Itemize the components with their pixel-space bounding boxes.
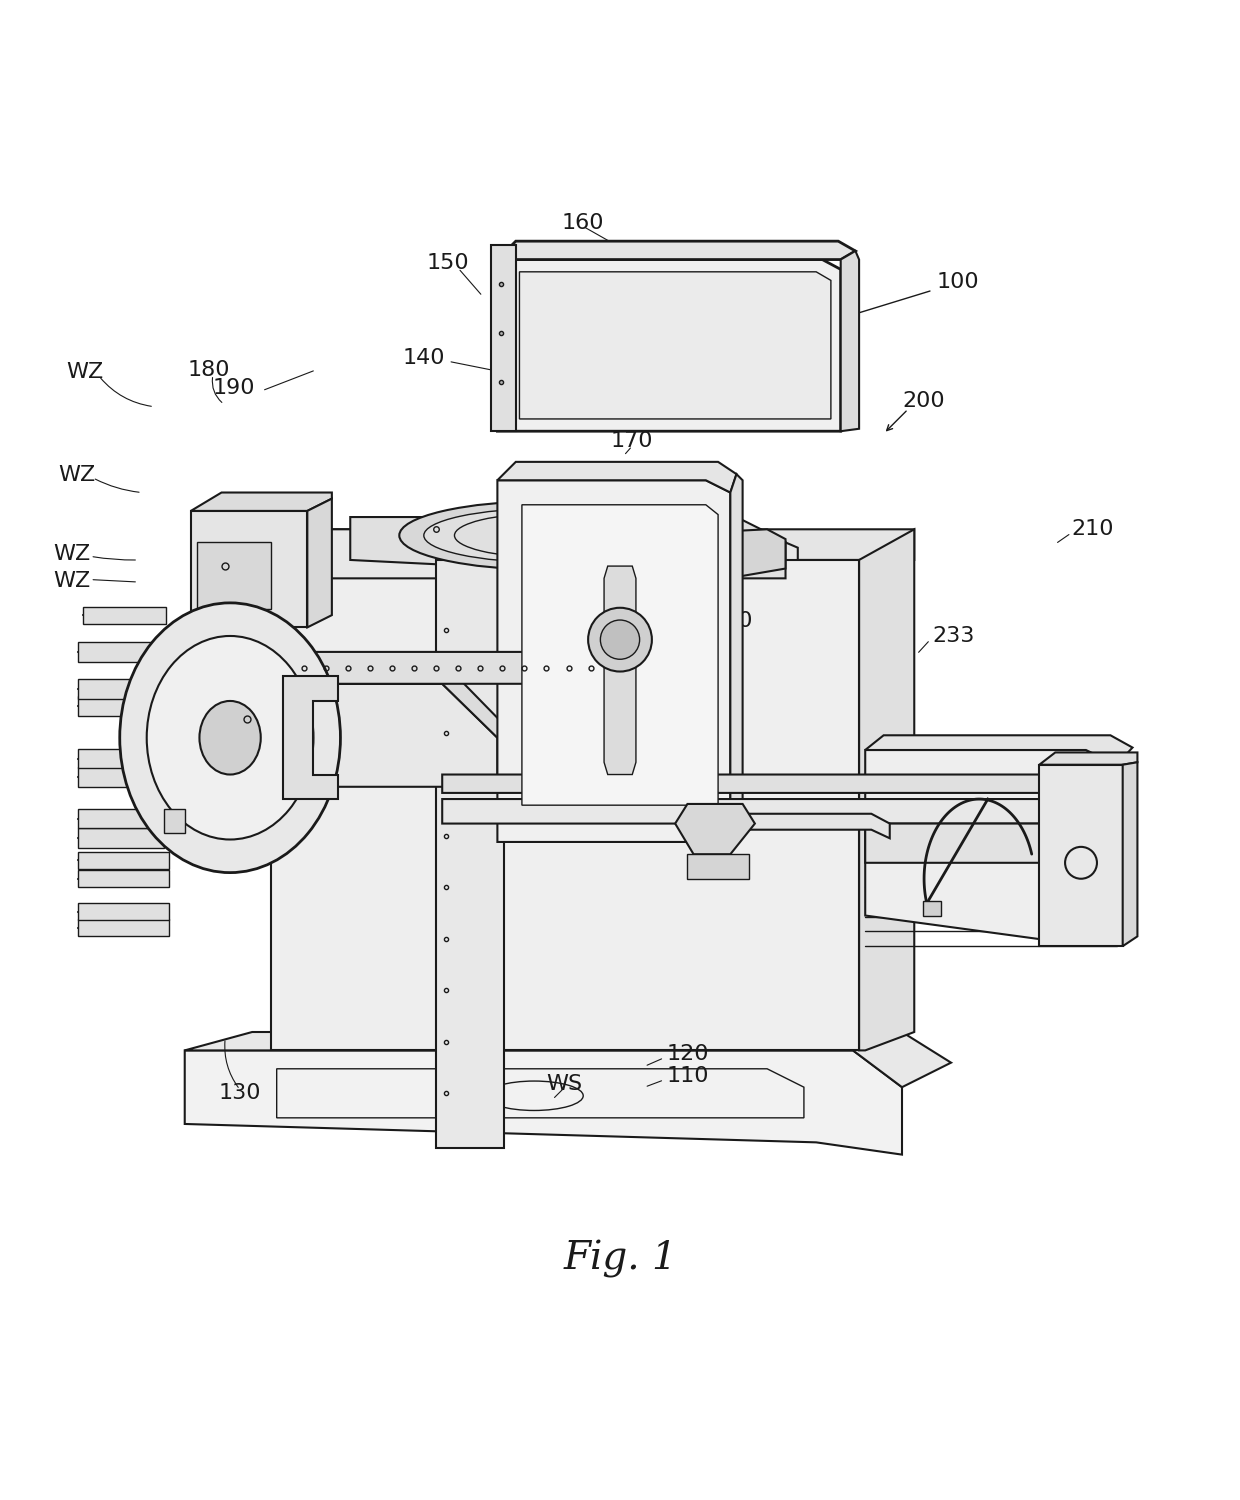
Bar	[78, 903, 169, 921]
Polygon shape	[497, 480, 730, 842]
Text: 110: 110	[667, 1066, 709, 1086]
Ellipse shape	[588, 608, 652, 672]
Bar	[78, 642, 164, 662]
Bar	[83, 606, 166, 624]
Polygon shape	[520, 272, 831, 419]
Polygon shape	[283, 684, 497, 788]
Polygon shape	[693, 530, 785, 576]
Polygon shape	[191, 492, 332, 512]
Bar	[78, 766, 164, 788]
Polygon shape	[491, 244, 516, 430]
Text: Fig. 1: Fig. 1	[563, 1240, 677, 1278]
Polygon shape	[164, 808, 185, 834]
Polygon shape	[841, 251, 859, 430]
Text: 120: 120	[667, 1044, 709, 1064]
Polygon shape	[283, 676, 339, 800]
Polygon shape	[301, 530, 797, 579]
Ellipse shape	[399, 501, 693, 570]
Polygon shape	[197, 621, 246, 652]
Polygon shape	[536, 538, 558, 572]
Text: 160: 160	[562, 213, 604, 232]
Text: 230: 230	[711, 612, 753, 632]
Text: WZ: WZ	[53, 544, 91, 564]
Text: 100: 100	[936, 272, 978, 291]
Text: 210: 210	[1071, 519, 1114, 540]
Polygon shape	[859, 530, 914, 1050]
Polygon shape	[497, 260, 841, 430]
Polygon shape	[270, 530, 914, 560]
Polygon shape	[497, 462, 737, 492]
Ellipse shape	[146, 636, 314, 840]
Text: 150: 150	[427, 254, 470, 273]
Polygon shape	[436, 560, 503, 1149]
Polygon shape	[743, 815, 890, 839]
Polygon shape	[436, 544, 516, 560]
Text: 170: 170	[611, 430, 653, 451]
Bar	[78, 870, 169, 888]
Polygon shape	[270, 560, 859, 1050]
Polygon shape	[866, 750, 1116, 944]
Bar	[78, 828, 164, 848]
Text: 190: 190	[212, 378, 255, 399]
Polygon shape	[866, 824, 1084, 873]
Polygon shape	[443, 774, 1086, 807]
Polygon shape	[604, 566, 636, 774]
Text: WZ: WZ	[58, 465, 95, 486]
Bar	[78, 680, 164, 699]
Ellipse shape	[120, 603, 341, 873]
Bar	[923, 902, 941, 915]
Polygon shape	[308, 498, 332, 627]
Polygon shape	[675, 804, 755, 853]
Text: 220: 220	[657, 483, 701, 502]
Text: WZ: WZ	[53, 572, 91, 591]
Polygon shape	[443, 800, 1086, 838]
Polygon shape	[1039, 765, 1122, 946]
Bar	[78, 920, 169, 936]
Text: 180: 180	[188, 360, 231, 380]
Polygon shape	[350, 518, 785, 579]
Ellipse shape	[525, 520, 568, 550]
Polygon shape	[730, 474, 743, 842]
Polygon shape	[1122, 762, 1137, 946]
Text: 130: 130	[218, 1083, 262, 1104]
Text: 233: 233	[932, 626, 975, 646]
Polygon shape	[497, 242, 856, 260]
Ellipse shape	[600, 620, 640, 660]
Polygon shape	[866, 735, 1132, 765]
Ellipse shape	[200, 700, 260, 774]
Polygon shape	[283, 674, 507, 738]
Polygon shape	[283, 652, 657, 684]
Polygon shape	[185, 1032, 951, 1088]
Text: 140: 140	[403, 348, 445, 368]
Bar	[78, 748, 164, 768]
Bar	[197, 542, 270, 609]
Ellipse shape	[525, 562, 568, 582]
Bar	[687, 853, 749, 879]
Polygon shape	[443, 560, 859, 1050]
Bar	[78, 808, 164, 828]
Polygon shape	[522, 506, 718, 806]
Ellipse shape	[424, 509, 670, 562]
Text: WZ: WZ	[66, 363, 103, 382]
Polygon shape	[191, 512, 308, 627]
Polygon shape	[185, 1050, 901, 1155]
Text: WS: WS	[547, 1074, 583, 1094]
Text: 200: 200	[901, 390, 945, 411]
Polygon shape	[1039, 753, 1137, 765]
Bar	[78, 852, 169, 868]
Bar	[78, 696, 164, 715]
